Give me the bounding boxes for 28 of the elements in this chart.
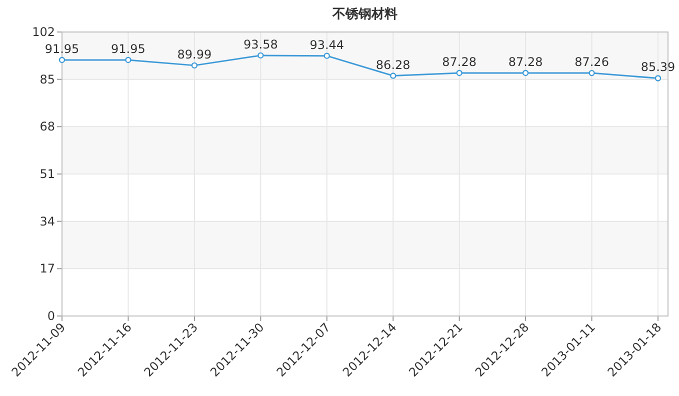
data-label: 89.99 bbox=[177, 47, 212, 62]
point bbox=[588, 70, 595, 76]
data-label: 87.28 bbox=[508, 54, 543, 69]
y-tick-label: 51 bbox=[40, 167, 55, 181]
data-label: 93.58 bbox=[243, 37, 278, 52]
y-tick-label: 85 bbox=[40, 72, 55, 86]
point bbox=[58, 56, 66, 64]
y-tick-label: 0 bbox=[47, 309, 55, 323]
point bbox=[390, 72, 396, 79]
point bbox=[456, 70, 462, 76]
data-label: 93.44 bbox=[310, 38, 344, 52]
point bbox=[324, 52, 330, 59]
data-label: 87.28 bbox=[442, 54, 477, 69]
data-label: 91.95 bbox=[111, 42, 146, 56]
y-tick-label: 68 bbox=[40, 120, 55, 134]
point bbox=[191, 62, 198, 69]
point bbox=[258, 52, 264, 59]
data-label: 85.39 bbox=[640, 60, 676, 74]
y-tick-label: 102 bbox=[32, 25, 55, 39]
chart-title: 不锈钢材料 bbox=[332, 7, 398, 22]
y-tick-label: 17 bbox=[40, 262, 55, 276]
point bbox=[654, 75, 662, 82]
data-label: 87.26 bbox=[574, 55, 609, 70]
data-label: 91.95 bbox=[44, 42, 80, 56]
data-label: 86.28 bbox=[376, 58, 410, 72]
point bbox=[125, 56, 132, 64]
y-tick-label: 34 bbox=[40, 214, 55, 228]
point bbox=[522, 70, 529, 76]
